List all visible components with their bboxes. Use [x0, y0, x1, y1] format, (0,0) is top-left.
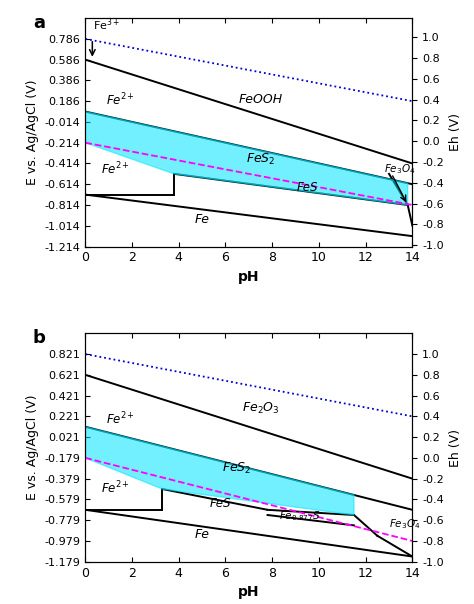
Text: Fe$_3$O$_4$: Fe$_3$O$_4$ [389, 518, 421, 532]
Text: Fe$_{0.877}$S: Fe$_{0.877}$S [279, 509, 321, 523]
Text: FeS$_2$: FeS$_2$ [246, 152, 275, 167]
Text: Fe$^{2+}$: Fe$^{2+}$ [101, 161, 130, 178]
Text: Fe: Fe [195, 213, 210, 226]
Text: Fe$^{2+}$: Fe$^{2+}$ [101, 480, 130, 496]
Text: Fe$^{3+}$: Fe$^{3+}$ [93, 17, 121, 33]
Text: b: b [33, 329, 46, 347]
Text: FeS: FeS [297, 181, 318, 194]
Text: Fe$_2$O$_3$: Fe$_2$O$_3$ [242, 400, 279, 416]
X-axis label: pH: pH [238, 270, 260, 284]
Polygon shape [85, 112, 408, 205]
Text: Fe: Fe [195, 528, 210, 541]
Text: FeS: FeS [210, 497, 232, 510]
Text: FeS$_2$: FeS$_2$ [222, 461, 252, 476]
Y-axis label: E vs. Ag/AgCl (V): E vs. Ag/AgCl (V) [26, 395, 39, 500]
Text: Fe$^{2+}$: Fe$^{2+}$ [106, 91, 135, 108]
Y-axis label: Eh (V): Eh (V) [449, 114, 463, 152]
Text: Fe$^{2+}$: Fe$^{2+}$ [106, 410, 135, 427]
Text: Fe$_3$O$_4$: Fe$_3$O$_4$ [384, 162, 416, 176]
Polygon shape [85, 427, 354, 515]
Y-axis label: Eh (V): Eh (V) [449, 428, 463, 466]
Text: FeOOH: FeOOH [238, 93, 283, 106]
Text: a: a [33, 13, 45, 31]
X-axis label: pH: pH [238, 585, 260, 599]
Y-axis label: E vs. Ag/AgCl (V): E vs. Ag/AgCl (V) [26, 80, 39, 185]
